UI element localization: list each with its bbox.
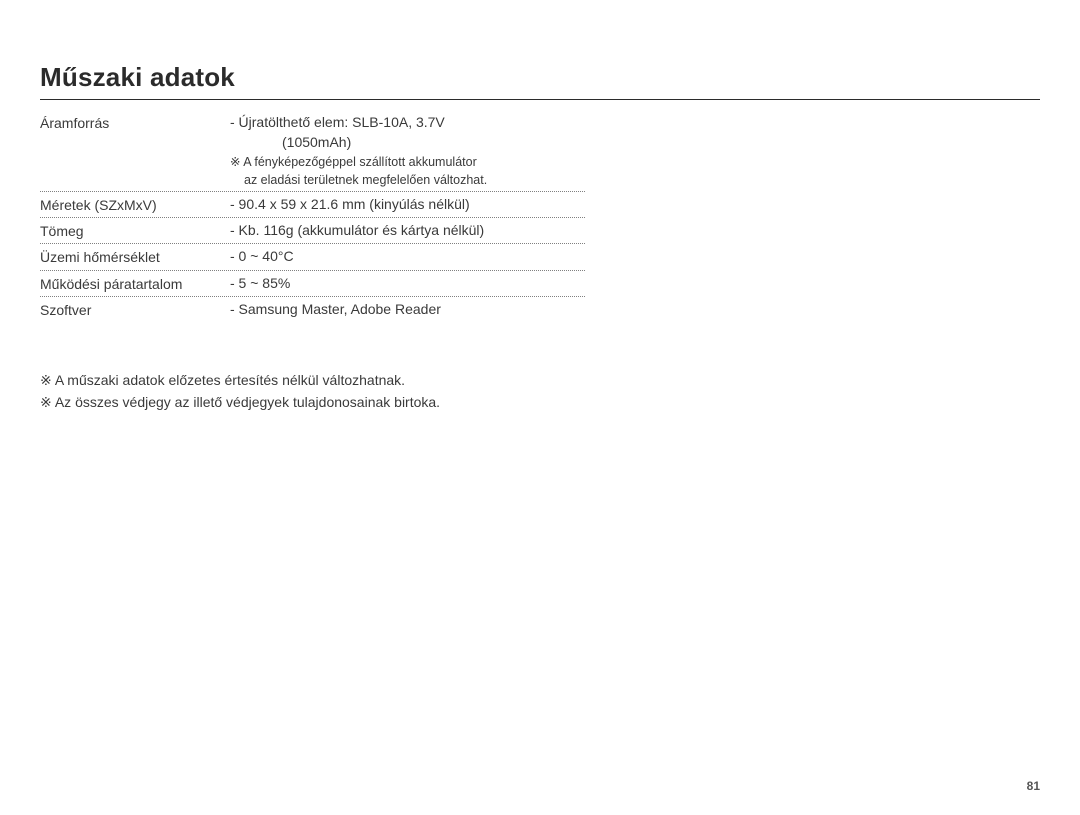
table-row: Üzemi hőmérséklet - 0 ~ 40°C [40,244,585,270]
spec-value-line: - Újratölthető elem: SLB-10A, 3.7V [230,112,585,132]
spec-label: Szoftver [40,299,230,320]
table-row: Méretek (SZxMxV) - 90.4 x 59 x 21.6 mm (… [40,192,585,218]
spec-label: Méretek (SZxMxV) [40,194,230,215]
spec-label: Áramforrás [40,112,230,189]
footnote-line: ※ A műszaki adatok előzetes értesítés né… [40,370,1040,392]
spec-value-line: - Kb. 116g (akkumulátor és kártya nélkül… [230,220,585,240]
table-row: Működési páratartalom - 5 ~ 85% [40,271,585,297]
spec-value: - Samsung Master, Adobe Reader [230,299,585,320]
page: Műszaki adatok Áramforrás - Újratölthető… [0,0,1080,815]
page-title: Műszaki adatok [40,62,1040,93]
spec-value-line: - 90.4 x 59 x 21.6 mm (kinyúlás nélkül) [230,194,585,214]
table-row: Szoftver - Samsung Master, Adobe Reader [40,297,585,322]
footnotes: ※ A műszaki adatok előzetes értesítés né… [40,370,1040,413]
spec-value: - Kb. 116g (akkumulátor és kártya nélkül… [230,220,585,241]
spec-table: Áramforrás - Újratölthető elem: SLB-10A,… [40,110,585,322]
spec-note-line: az eladási területnek megfelelően változ… [230,171,585,189]
table-row: Tömeg - Kb. 116g (akkumulátor és kártya … [40,218,585,244]
footnote-line: ※ Az összes védjegy az illető védjegyek … [40,392,1040,414]
spec-value-line: - Samsung Master, Adobe Reader [230,299,585,319]
spec-value-line: - 5 ~ 85% [230,273,585,293]
title-rule [40,99,1040,100]
spec-note-line: ※ A fényképezőgéppel szállított akkumulá… [230,153,585,171]
spec-value: - Újratölthető elem: SLB-10A, 3.7V (1050… [230,112,585,189]
spec-value-line: (1050mAh) [230,132,585,152]
spec-value: - 90.4 x 59 x 21.6 mm (kinyúlás nélkül) [230,194,585,215]
spec-label: Tömeg [40,220,230,241]
spec-value-line: - 0 ~ 40°C [230,246,585,266]
spec-value: - 0 ~ 40°C [230,246,585,267]
table-row: Áramforrás - Újratölthető elem: SLB-10A,… [40,110,585,192]
spec-label: Működési páratartalom [40,273,230,294]
page-number: 81 [1027,779,1040,793]
spec-label: Üzemi hőmérséklet [40,246,230,267]
spec-value: - 5 ~ 85% [230,273,585,294]
